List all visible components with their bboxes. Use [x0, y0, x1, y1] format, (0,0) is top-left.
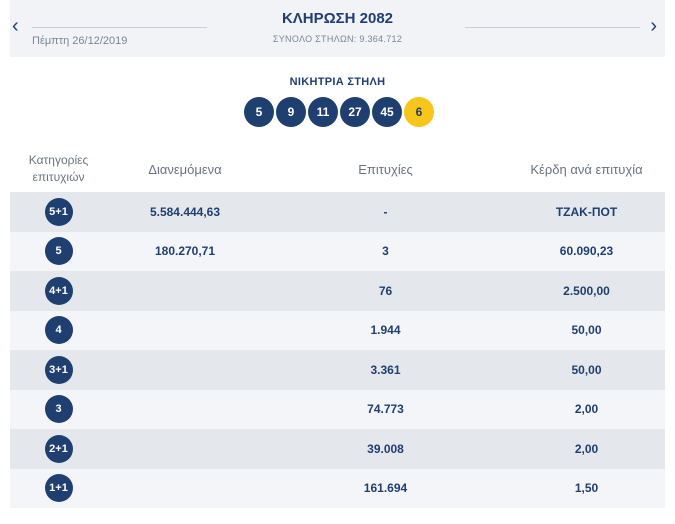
winning-numbers: 5 9 11 27 45 6	[244, 97, 435, 127]
winning-number-ball: 45	[372, 97, 402, 127]
winning-number-ball: 9	[276, 97, 306, 127]
draw-title: ΚΛΗΡΩΣΗ 2082	[281, 10, 394, 27]
winning-number-ball: 11	[308, 97, 338, 127]
joker-number-ball: 6	[404, 97, 434, 127]
category-badge: 3	[44, 395, 73, 424]
category-badge: 2+1	[44, 434, 73, 463]
category-badge: 1+1	[44, 474, 73, 503]
winners-cell: 3.361	[370, 362, 401, 377]
winning-number-ball: 27	[340, 97, 370, 127]
prize-cell: ΤΖΑΚ-ΠΟΤ	[555, 204, 618, 219]
chevron-left-icon[interactable]: ‹	[12, 15, 19, 37]
winners-cell: 3	[382, 244, 389, 259]
prize-cell: 2,00	[574, 402, 599, 417]
prize-cell: 50,00	[571, 323, 602, 338]
column-header-category: Κατηγορίες επιτυχιών	[28, 153, 89, 184]
category-badge: 5	[44, 237, 73, 266]
table-header: Κατηγορίες επιτυχιών Διανεμόμενα Επιτυχί…	[10, 146, 665, 192]
header-divider-left	[32, 27, 207, 28]
table-row: 5+1 5.584.444,63 - ΤΖΑΚ-ΠΟΤ	[10, 192, 665, 232]
winners-cell: -	[383, 204, 388, 219]
category-badge: 4+1	[44, 276, 73, 305]
draw-header: ‹ ΚΛΗΡΩΣΗ 2082 ΣΥΝΟΛΟ ΣΤΗΛΩΝ: 9.364.712 …	[10, 0, 665, 57]
distributed-cell: 5.584.444,63	[149, 204, 221, 219]
column-header-distributed: Διανεμόμενα	[148, 161, 222, 177]
winning-column-label: ΝΙΚΗΤΡΙΑ ΣΤΗΛΗ	[289, 76, 386, 88]
winning-number-ball: 5	[244, 97, 274, 127]
header-divider-right	[465, 27, 640, 28]
table-row: 5 180.270,71 3 60.090,23	[10, 231, 665, 271]
prize-cell: 2,00	[574, 441, 599, 456]
category-badge: 3+1	[44, 355, 73, 384]
total-columns-text: ΣΥΝΟΛΟ ΣΤΗΛΩΝ: 9.364.712	[272, 34, 403, 44]
winners-cell: 76	[378, 283, 393, 298]
winners-cell: 74.773	[367, 402, 404, 417]
prize-cell: 60.090,23	[559, 244, 614, 259]
table-row: 4 1.944 50,00	[10, 310, 665, 350]
table-row: 4+1 76 2.500,00	[10, 271, 665, 311]
prize-cell: 50,00	[571, 362, 602, 377]
table-row: 3+1 3.361 50,00	[10, 350, 665, 390]
table-row: 2+1 39.008 2,00	[10, 429, 665, 469]
column-header-prize: Κέρδη ανά επιτυχία	[530, 161, 643, 177]
winners-cell: 161.694	[363, 481, 408, 496]
prize-cell: 1,50	[574, 481, 599, 496]
draw-date: Πέμπτη 26/12/2019	[32, 35, 128, 47]
category-badge: 5+1	[44, 197, 73, 226]
chevron-right-icon[interactable]: ›	[650, 15, 657, 37]
distributed-cell: 180.270,71	[154, 244, 216, 259]
winners-cell: 39.008	[367, 441, 404, 456]
prize-table: Κατηγορίες επιτυχιών Διανεμόμενα Επιτυχί…	[10, 146, 665, 508]
prize-cell: 2.500,00	[563, 283, 610, 298]
winners-cell: 1.944	[370, 323, 401, 338]
table-row: 1+1 161.694 1,50	[10, 468, 665, 508]
category-badge: 4	[44, 316, 73, 345]
column-header-winners: Επιτυχίες	[358, 161, 413, 177]
table-row: 3 74.773 2,00	[10, 389, 665, 429]
